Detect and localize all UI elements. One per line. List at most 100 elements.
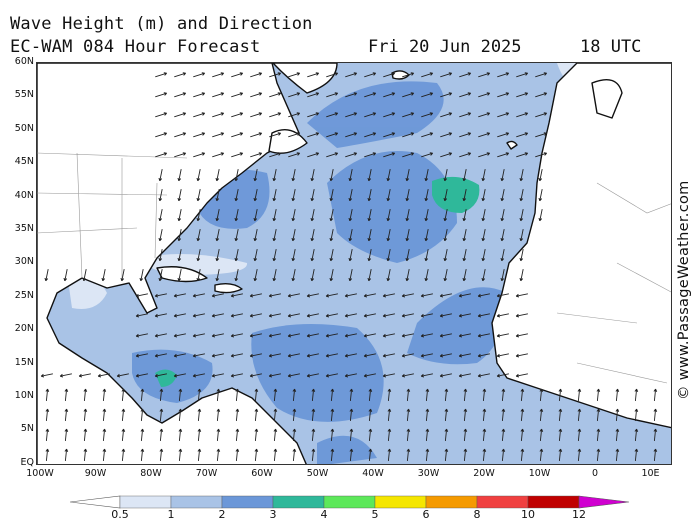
direction-arrow: [345, 152, 358, 158]
direction-arrow: [458, 293, 471, 298]
direction-arrow: [496, 293, 509, 298]
direction-arrow: [155, 112, 168, 118]
direction-arrow: [192, 313, 205, 318]
lon-label: 90W: [84, 468, 107, 479]
direction-arrow: [291, 169, 296, 182]
lat-label: 10N: [14, 390, 34, 401]
direction-arrow: [496, 353, 509, 358]
direction-arrow: [439, 293, 452, 298]
direction-arrow: [497, 132, 510, 138]
direction-arrow: [45, 408, 50, 422]
direction-arrow: [463, 428, 468, 442]
direction-arrow: [363, 353, 376, 358]
direction-arrow: [287, 293, 300, 298]
direction-arrow: [140, 448, 145, 462]
lat-label: EQ: [20, 456, 34, 468]
direction-arrow: [287, 313, 300, 318]
direction-arrow: [215, 249, 220, 262]
direction-arrow: [401, 313, 414, 318]
colorbar-segment: [272, 495, 325, 509]
direction-arrow: [235, 428, 240, 442]
direction-arrow: [292, 388, 297, 402]
direction-arrow: [401, 333, 414, 338]
direction-arrow: [501, 388, 506, 402]
direction-arrow: [64, 428, 69, 442]
direction-arrow: [349, 448, 354, 462]
direction-arrow: [368, 448, 373, 462]
direction-arrow: [440, 72, 453, 78]
direction-arrow: [424, 269, 429, 282]
direction-arrow: [382, 373, 395, 378]
direction-arrow: [477, 293, 490, 298]
direction-arrow: [64, 408, 69, 422]
direction-arrow: [481, 269, 486, 282]
direction-arrow: [482, 388, 487, 402]
direction-arrow: [272, 249, 277, 262]
direction-arrow: [462, 169, 467, 182]
direction-arrow: [325, 293, 338, 298]
direction-arrow: [174, 132, 187, 138]
colorbar-segment: [476, 495, 529, 509]
direction-arrow: [288, 112, 301, 118]
direction-arrow: [216, 448, 221, 462]
direction-arrow: [577, 408, 582, 422]
direction-arrow: [249, 353, 262, 358]
direction-arrow: [159, 428, 164, 442]
direction-arrow: [268, 333, 281, 338]
direction-arrow: [515, 293, 528, 298]
direction-arrow: [330, 408, 335, 422]
direction-arrow: [367, 169, 372, 182]
direction-arrow: [535, 132, 548, 138]
direction-arrow: [634, 408, 639, 422]
direction-arrow: [405, 269, 410, 282]
direction-arrow: [402, 92, 415, 98]
direction-arrow: [307, 92, 320, 98]
direction-arrow: [481, 229, 486, 242]
direction-arrow: [177, 189, 182, 202]
lat-label: 40N: [14, 189, 34, 201]
direction-arrow: [234, 189, 239, 202]
direction-arrow: [287, 333, 300, 338]
direction-arrow: [477, 353, 490, 358]
direction-arrow: [78, 373, 91, 378]
direction-arrow: [326, 92, 339, 98]
direction-arrow: [367, 249, 372, 262]
direction-arrow: [292, 428, 297, 442]
colorbar-segment: [170, 495, 223, 509]
direction-arrow: [173, 333, 186, 338]
direction-arrow: [459, 132, 472, 138]
direction-arrow: [405, 189, 410, 202]
direction-arrow: [345, 112, 358, 118]
colorbar-segment: [425, 495, 478, 509]
direction-arrow: [287, 353, 300, 358]
direction-arrow: [345, 92, 358, 98]
direction-arrow: [178, 388, 183, 402]
lon-label: 40W: [362, 468, 384, 479]
direction-arrow: [215, 229, 220, 242]
direction-arrow: [231, 112, 244, 118]
direction-arrow: [45, 428, 50, 442]
direction-arrow: [234, 269, 239, 282]
direction-arrow: [516, 152, 529, 158]
direction-arrow: [615, 428, 620, 442]
direction-arrow: [439, 353, 452, 358]
wave-zones-mid: [132, 81, 507, 464]
colorbar-max-arrow: [578, 495, 630, 509]
direction-arrow: [140, 388, 145, 402]
direction-arrow: [307, 152, 320, 158]
direction-arrow: [326, 132, 339, 138]
direction-arrow: [121, 388, 126, 402]
direction-arrow: [253, 269, 258, 282]
direction-arrow: [155, 132, 168, 138]
direction-arrow: [444, 388, 449, 402]
direction-arrow: [596, 448, 601, 462]
direction-arrow: [500, 169, 505, 182]
direction-arrow: [273, 408, 278, 422]
direction-arrow: [178, 448, 183, 462]
direction-arrow: [272, 189, 277, 202]
lon-label: 80W: [140, 468, 162, 479]
direction-arrow: [463, 408, 468, 422]
lat-label: 5N: [20, 423, 34, 435]
direction-arrow: [482, 408, 487, 422]
direction-arrow: [386, 229, 391, 242]
